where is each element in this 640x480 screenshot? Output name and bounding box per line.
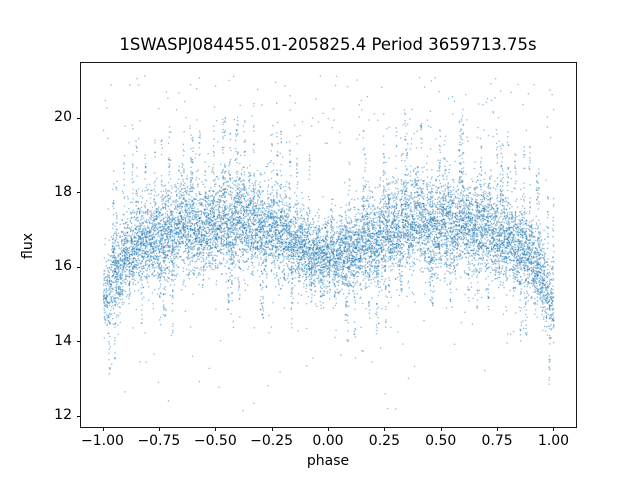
- y-tick-label: 12: [54, 407, 72, 424]
- x-tick-label: −0.50: [193, 433, 237, 449]
- x-tick-label: 0.25: [368, 433, 400, 449]
- x-tick-label: −0.75: [137, 433, 181, 449]
- x-tick-label: 1.00: [537, 433, 570, 449]
- x-tick-label: −1.00: [81, 433, 124, 449]
- x-axis-label: phase: [306, 453, 350, 469]
- y-tick-label: 16: [54, 258, 72, 275]
- x-tick-label: 0.50: [425, 433, 457, 449]
- y-axis-label: flux: [20, 233, 36, 259]
- y-tick-label: 18: [54, 183, 72, 200]
- y-tick-label: 14: [54, 332, 72, 349]
- x-tick-label: −0.25: [250, 433, 294, 449]
- x-tick-label: 0.75: [481, 433, 513, 449]
- y-tick-label: 20: [54, 109, 72, 126]
- x-tick-label: 0.00: [312, 433, 344, 449]
- chart-title: 1SWASPJ084455.01-205825.4 Period 3659713…: [119, 35, 537, 54]
